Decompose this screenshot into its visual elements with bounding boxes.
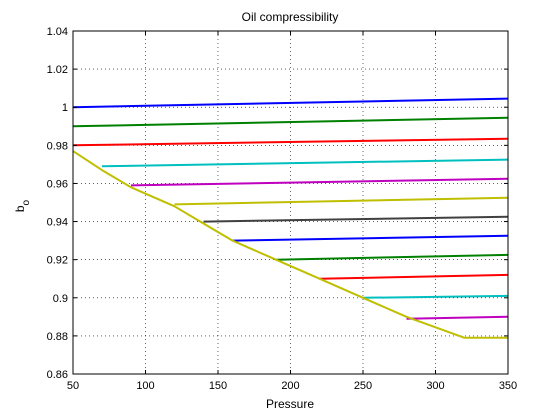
y-tick-label: 0.92 [47, 255, 68, 267]
x-tick-label: 250 [354, 380, 372, 392]
y-tick-label: 0.86 [47, 369, 68, 381]
series-line-1 [72, 97, 509, 109]
y-axis-label-group: bo [13, 199, 32, 212]
y-axis-label: bo [13, 199, 32, 212]
x-tick-label: 200 [281, 380, 299, 392]
y-tick-label: 0.96 [47, 178, 68, 190]
series-line-7 [203, 215, 509, 223]
series-line-5 [130, 177, 509, 187]
y-axis-label-subscript: o [21, 199, 32, 205]
x-tick-label: 150 [209, 380, 227, 392]
series-line-9 [275, 253, 509, 261]
x-tick-label: 50 [67, 380, 79, 392]
y-tick-label: 0.98 [47, 140, 68, 152]
y-tick-label: 1.04 [47, 26, 68, 38]
y-tick-labels: 0.86 0.88 0.9 0.92 0.94 0.96 0.98 1 1.02 1.04 [47, 26, 68, 381]
series-line-3 [72, 137, 509, 147]
series-line-2 [72, 116, 509, 128]
x-tick-labels: 50 100 150 200 250 300 350 [67, 380, 517, 392]
ticks [72, 30, 509, 375]
y-tick-label: 0.88 [47, 331, 68, 343]
series-line-11 [362, 294, 509, 299]
series-layer [72, 97, 509, 339]
x-tick-label: 100 [136, 380, 154, 392]
series-line-13 [72, 150, 508, 339]
grid [73, 31, 508, 374]
y-axis-label-main: b [13, 205, 27, 212]
y-tick-label: 1 [62, 102, 68, 114]
x-axis-label: Pressure [266, 397, 314, 411]
series-line-10 [319, 273, 509, 280]
y-tick-label: 1.02 [47, 64, 68, 76]
y-tick-label: 0.94 [47, 217, 68, 229]
x-tick-label: 350 [499, 380, 517, 392]
series-line-8 [232, 234, 509, 242]
series-line-12 [406, 315, 509, 320]
chart-title: Oil compressibility [242, 10, 339, 24]
y-tick-label: 0.9 [53, 293, 68, 305]
x-tick-label: 300 [426, 380, 444, 392]
series-line-6 [174, 196, 509, 206]
series-line-4 [101, 158, 509, 168]
